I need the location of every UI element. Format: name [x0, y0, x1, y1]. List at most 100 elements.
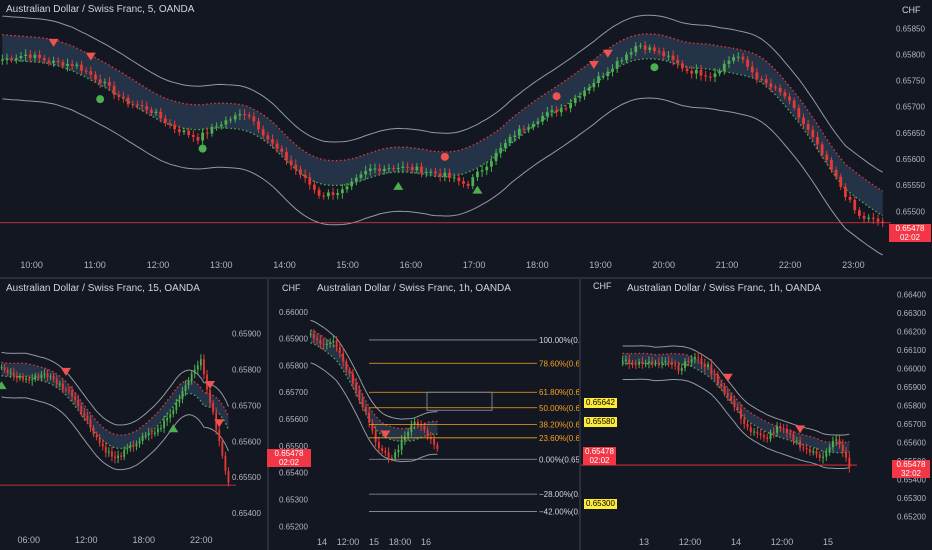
candle-body [354, 177, 358, 182]
candle-body [741, 56, 745, 60]
chart-br-svg[interactable]: 0.66400 0.66300 0.66200 0.66100 0.66000 0.659… [581, 279, 932, 550]
time-tick-label: 14:00 [273, 260, 296, 270]
price-tick-label: 0.65400 [232, 509, 261, 518]
chart-pane-bottom-right[interactable]: 0.66400 0.66300 0.66200 0.66100 0.66000 0.659… [581, 279, 932, 550]
candle-body [359, 174, 363, 178]
vertical-divider-right[interactable] [579, 279, 581, 550]
chart-pane-bottom-middle[interactable]: 0.66000 0.65900 0.65800 0.65700 0.65600 0.655… [269, 279, 579, 550]
chart-pane-bottom-left[interactable]: 0.65900 0.65800 0.65700 0.65600 0.65500 0.654… [0, 279, 267, 550]
candle-body [769, 83, 773, 88]
candle-body [52, 60, 55, 63]
highlight-price-1: 0.65642 [584, 398, 617, 408]
candle-body [117, 94, 121, 97]
candle-body [178, 399, 181, 403]
candle-body [233, 115, 237, 120]
candle-body [680, 63, 684, 69]
chart-title-bottom-left: Australian Dollar / Swiss Franc, 15, OAN… [6, 283, 200, 294]
candle-body [555, 110, 559, 113]
price-tick-label: 0.65900 [279, 335, 308, 344]
candle-body [19, 376, 21, 379]
candle-body [131, 104, 135, 106]
candle-body [289, 160, 293, 165]
time-tick-label: 12:00 [771, 537, 794, 547]
candle-body [80, 405, 83, 413]
candle-body [224, 120, 228, 125]
trend-cloud [1, 362, 229, 449]
support-dotted-line [1, 375, 230, 450]
horizontal-divider[interactable] [0, 277, 932, 279]
price-tick-label: 0.65700 [897, 420, 926, 429]
candle-body [776, 426, 779, 433]
price-tick-label: 0.65900 [232, 329, 261, 338]
candle-body [647, 361, 650, 364]
chart-bm-svg[interactable]: 0.66000 0.65900 0.65800 0.65700 0.65600 0.655… [269, 279, 579, 550]
candle-body [802, 117, 805, 125]
candle-body [789, 433, 792, 435]
candle-body [621, 360, 624, 362]
candle-body [338, 346, 341, 354]
price-tick-label: 0.65600 [232, 437, 261, 446]
sell-signal-marker [588, 60, 599, 69]
candle-body [639, 45, 642, 47]
candle-body [381, 448, 384, 451]
candle-body [299, 169, 302, 175]
vertical-divider-left[interactable] [267, 279, 269, 550]
candle-body [750, 66, 754, 73]
candle-body [629, 52, 633, 55]
chart-bl-svg[interactable]: 0.65900 0.65800 0.65700 0.65600 0.65500 0.654… [0, 279, 267, 550]
price-tick-label: 0.65600 [279, 415, 308, 424]
price-tick-label: 0.65900 [897, 383, 926, 392]
candle-body [163, 420, 165, 428]
candle-body [135, 444, 138, 447]
candle-body [28, 54, 32, 58]
candle-body [38, 54, 41, 59]
candle-body [355, 383, 358, 391]
candle-body [708, 76, 712, 78]
candle-body [710, 364, 713, 375]
candle-body [853, 199, 857, 211]
candle-body [697, 357, 700, 359]
candle-body [670, 362, 673, 365]
candle-body [157, 428, 159, 433]
candle-body [545, 112, 549, 116]
candle-body [739, 409, 742, 419]
candle-body [415, 166, 419, 171]
highlight-price-2: 0.65580 [584, 417, 617, 427]
candle-body [693, 357, 696, 360]
candle-body [126, 97, 130, 105]
candle-body [309, 333, 312, 335]
candle-body [704, 75, 708, 77]
candle-body [9, 372, 12, 374]
countdown-bm: 02:02 [589, 456, 610, 465]
candle-body [382, 168, 386, 172]
chart-title-bottom-right: Australian Dollar / Swiss Franc, 1h, OAN… [627, 283, 821, 294]
candle-body [31, 379, 34, 381]
candle-body [732, 57, 736, 61]
candle-body [443, 172, 447, 177]
candle-body [335, 340, 338, 347]
candle-body [154, 111, 158, 113]
candle-body [61, 383, 64, 390]
candle-body [368, 412, 371, 423]
candle-body [182, 130, 186, 133]
candle-body [312, 333, 315, 339]
candle-body [201, 132, 205, 141]
candle-body [159, 111, 163, 119]
candle-body [173, 124, 177, 130]
candle-body [694, 69, 698, 74]
candle-body [65, 389, 67, 391]
chart-top-svg[interactable]: 0.65850 0.65800 0.65750 0.65700 0.65650 0.656… [0, 0, 932, 277]
time-tick-label: 18:00 [389, 537, 412, 547]
time-tick-label: 15 [369, 537, 379, 547]
price-tick-label: 0.65400 [897, 476, 926, 485]
candle-body [671, 55, 675, 60]
band-upper-line [622, 345, 850, 436]
candle-body [674, 364, 677, 366]
chart-pane-top[interactable]: 0.65850 0.65800 0.65750 0.65700 0.65650 0.656… [0, 0, 932, 277]
candle-body [644, 363, 647, 365]
candle-body [841, 445, 844, 452]
candle-body [374, 430, 377, 443]
fib-level-label: 61.80%(0.6 [539, 388, 579, 397]
sell-signal-marker [48, 38, 59, 47]
candle-body [661, 362, 664, 364]
